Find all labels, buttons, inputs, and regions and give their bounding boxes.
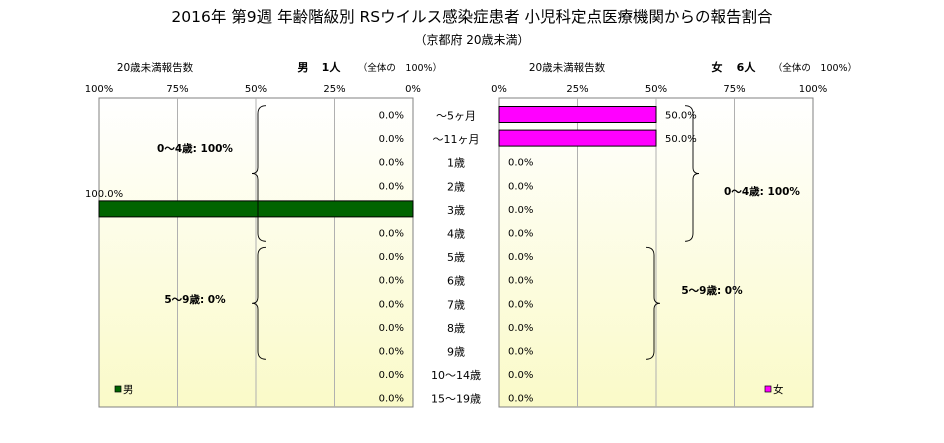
male-legend-label: 男: [123, 384, 134, 396]
female-group-label: 5～9歳: 0%: [681, 284, 743, 297]
male-group-brace: [251, 246, 267, 360]
male-legend-swatch: [114, 385, 122, 393]
male-value-label: 0.0%: [379, 158, 404, 169]
male-tick-label: 50%: [245, 84, 267, 95]
age-category-label: 3歳: [447, 204, 465, 217]
female-bar: [498, 129, 657, 147]
male-value-label: 0.0%: [379, 134, 404, 145]
female-tick-label: 0%: [491, 84, 507, 95]
female-value-label: 50.0%: [665, 134, 697, 145]
female-legend-label: 女: [773, 383, 784, 396]
age-category-label: 10～14歳: [431, 369, 481, 382]
male-group-label: 5～9歳: 0%: [164, 293, 226, 306]
age-category-label: 4歳: [447, 228, 465, 241]
male-value-label: 0.0%: [379, 370, 404, 381]
age-category-label: 7歳: [447, 298, 465, 311]
female-value-label: 0.0%: [508, 229, 533, 240]
female-bar: [498, 106, 657, 123]
male-value-label: 0.0%: [379, 181, 404, 192]
female-tick-label: 25%: [566, 84, 588, 95]
female-value-label: 0.0%: [508, 347, 533, 358]
male-value-label: 0.0%: [379, 347, 404, 358]
female-tick-label: 75%: [723, 84, 745, 95]
age-category-label: 15～19歳: [431, 393, 481, 406]
age-category-label: 1歳: [447, 157, 465, 170]
age-category-label: 9歳: [447, 346, 465, 359]
male-group-label: 0～4歳: 100%: [157, 142, 233, 155]
female-value-label: 0.0%: [508, 205, 533, 216]
female-value-label: 0.0%: [508, 394, 533, 405]
female-header-count: 6人: [737, 60, 757, 74]
age-category-label: 8歳: [447, 322, 465, 335]
male-header-sex: 男: [298, 61, 309, 74]
female-tick-label: 50%: [645, 84, 667, 95]
female-group-brace: [645, 246, 661, 360]
male-tick-label: 75%: [166, 84, 188, 95]
male-header-share: （全体の 100%）: [358, 62, 442, 74]
male-value-label: 0.0%: [379, 299, 404, 310]
male-header-count-label: 20歳未満報告数: [117, 61, 194, 74]
female-header-share: （全体の 100%）: [773, 62, 857, 74]
female-value-label: 0.0%: [508, 323, 533, 334]
female-legend-swatch: [764, 385, 772, 393]
female-value-label: 0.0%: [508, 370, 533, 381]
female-tick-label: 100%: [799, 84, 828, 95]
male-value-label: 0.0%: [379, 229, 404, 240]
chart-subtitle: （京都府 20歳未満）: [414, 32, 529, 47]
age-category-label: ～11ヶ月: [433, 133, 480, 146]
female-header-sex: 女: [712, 60, 723, 74]
male-tick-label: 25%: [323, 84, 345, 95]
chart-title: 2016年 第9週 年齢階級別 RSウイルス感染症患者 小児科定点医療機関からの…: [171, 8, 773, 26]
age-category-label: 2歳: [447, 180, 465, 193]
female-header-count-label: 20歳未満報告数: [529, 61, 606, 74]
male-value-label: 0.0%: [379, 323, 404, 334]
age-category-label: 6歳: [447, 275, 465, 288]
female-group-label: 0～4歳: 100%: [724, 185, 800, 198]
male-value-label: 0.0%: [379, 252, 404, 263]
male-value-label: 0.0%: [379, 276, 404, 287]
male-value-label: 100.0%: [85, 189, 123, 200]
female-value-label: 50.0%: [665, 111, 697, 122]
female-value-label: 0.0%: [508, 158, 533, 169]
female-value-label: 0.0%: [508, 276, 533, 287]
female-value-label: 0.0%: [508, 181, 533, 192]
male-tick-label: 0%: [405, 84, 421, 95]
male-value-label: 0.0%: [379, 111, 404, 122]
male-value-label: 0.0%: [379, 394, 404, 405]
male-tick-label: 100%: [85, 84, 114, 95]
age-category-label: ～5ヶ月: [436, 110, 476, 123]
female-value-label: 0.0%: [508, 299, 533, 310]
age-category-label: 5歳: [447, 251, 465, 264]
female-group-brace: [684, 105, 700, 242]
male-bar: [98, 200, 414, 218]
male-header-count: 1人: [322, 60, 342, 74]
female-value-label: 0.0%: [508, 252, 533, 263]
male-group-brace: [251, 105, 267, 242]
